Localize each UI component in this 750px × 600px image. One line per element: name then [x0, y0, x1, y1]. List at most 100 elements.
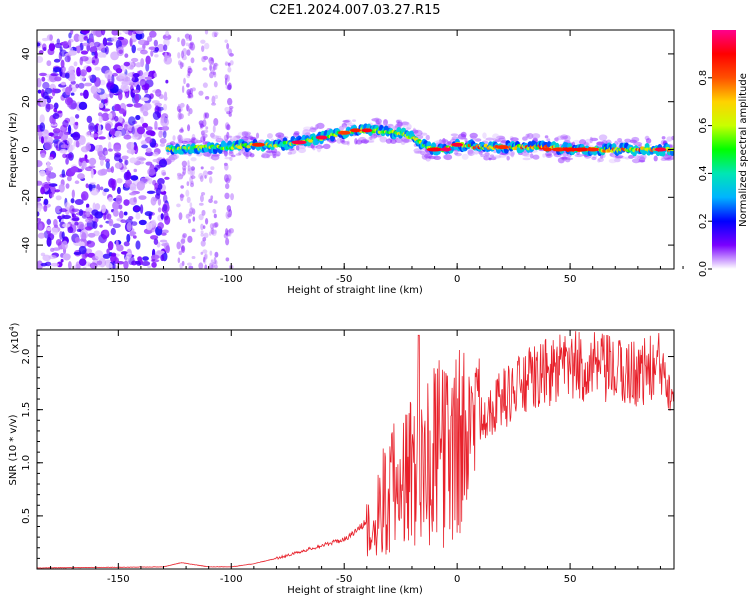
- noise-speck: [117, 36, 125, 41]
- signal-halo: [442, 154, 449, 159]
- y-tick-label: 1.5: [21, 402, 32, 418]
- noise-speck: [130, 57, 139, 63]
- noise-speck: [94, 66, 101, 71]
- noise-speck: [82, 266, 87, 269]
- noise-speck: [53, 224, 59, 228]
- signal-halo: [464, 137, 468, 142]
- noise-speck: [89, 133, 99, 138]
- noise-speck: [86, 240, 96, 248]
- spectrogram-y-label: Frequency (Hz): [8, 112, 19, 188]
- noise-speck: [200, 166, 204, 170]
- noise-speck: [201, 56, 206, 63]
- noise-speck: [119, 38, 129, 46]
- noise-speck: [95, 30, 103, 38]
- y-tick-label: 0: [21, 146, 32, 152]
- noise-speck: [108, 112, 113, 120]
- noise-speck: [43, 198, 49, 206]
- noise-speck: [74, 237, 81, 243]
- signal-peak: [291, 140, 307, 145]
- noise-speck: [110, 51, 119, 61]
- noise-speck: [114, 103, 122, 112]
- noise-speck: [202, 170, 209, 178]
- noise-speck: [181, 245, 186, 254]
- signal-halo: [401, 121, 410, 126]
- noise-speck: [111, 36, 118, 42]
- noise-speck: [160, 213, 164, 220]
- noise-speck: [53, 136, 62, 140]
- y-tick-label: 0.5: [21, 508, 32, 524]
- signal-halo: [267, 133, 273, 139]
- noise-speck: [229, 60, 234, 66]
- noise-speck: [78, 82, 85, 89]
- noise-speck: [177, 257, 181, 264]
- noise-speck: [211, 95, 216, 104]
- noise-speck: [177, 52, 181, 59]
- noise-speck: [110, 252, 117, 257]
- noise-speck: [66, 137, 73, 145]
- noise-speck: [54, 189, 61, 193]
- signal-halo: [238, 151, 242, 156]
- noise-speck: [204, 264, 208, 269]
- signal-halo: [485, 137, 494, 141]
- signal-halo: [224, 156, 232, 160]
- noise-speck: [204, 218, 209, 225]
- noise-speck: [46, 236, 52, 247]
- noise-speck: [145, 161, 153, 166]
- noise-speck: [92, 202, 96, 212]
- signal-halo: [166, 151, 170, 155]
- noise-speck: [209, 250, 213, 256]
- signal-halo: [467, 148, 474, 155]
- x-tick-label: 50: [564, 574, 577, 585]
- noise-speck: [158, 130, 163, 138]
- x-tick-label: -150: [107, 574, 130, 585]
- noise-speck: [85, 131, 91, 137]
- noise-speck: [107, 141, 112, 150]
- signal-halo: [265, 150, 274, 153]
- noise-speck: [85, 218, 93, 223]
- noise-speck: [68, 47, 74, 52]
- noise-speck: [79, 241, 85, 248]
- noise-speck: [191, 87, 196, 92]
- noise-speck: [97, 124, 102, 133]
- x-tick-label: -50: [336, 574, 352, 585]
- noise-speck: [93, 30, 98, 36]
- noise-speck: [37, 55, 44, 64]
- noise-speck: [93, 124, 99, 133]
- noise-speck: [46, 174, 51, 182]
- noise-speck: [187, 70, 191, 77]
- noise-speck: [157, 178, 165, 186]
- noise-speck: [123, 260, 129, 269]
- noise-speck: [162, 204, 168, 212]
- noise-speck: [213, 200, 218, 204]
- noise-speck: [187, 95, 191, 99]
- noise-speck: [58, 183, 65, 193]
- noise-speck: [71, 84, 76, 89]
- signal-halo: [457, 133, 467, 140]
- signal-halo: [660, 157, 668, 162]
- signal-halo: [379, 136, 388, 143]
- noise-speck: [136, 126, 146, 135]
- noise-speck: [209, 60, 214, 66]
- noise-speck: [131, 221, 138, 226]
- noise-speck: [145, 62, 150, 72]
- signal-halo: [336, 137, 342, 144]
- noise-speck: [163, 91, 168, 99]
- signal-peak: [440, 147, 452, 152]
- noise-speck: [199, 194, 204, 203]
- noise-speck: [115, 67, 123, 74]
- signal-peak: [350, 128, 361, 133]
- noise-speck: [43, 183, 51, 189]
- signal-halo: [591, 156, 597, 161]
- spectrogram-ticks: -150 -100 -50 0 50 -40 -20 0 20 40: [21, 30, 684, 285]
- noise-speck: [186, 181, 190, 187]
- noise-speck: [153, 238, 159, 245]
- noise-speck: [109, 128, 116, 136]
- signal-halo: [190, 157, 197, 162]
- noise-speck: [135, 32, 143, 40]
- signal-halo: [510, 137, 519, 142]
- noise-speck: [61, 231, 65, 240]
- noise-speck: [188, 34, 192, 42]
- noise-speck: [183, 77, 186, 85]
- signal-halo: [261, 152, 269, 157]
- colorbar-tick-label: 0.4: [698, 165, 709, 181]
